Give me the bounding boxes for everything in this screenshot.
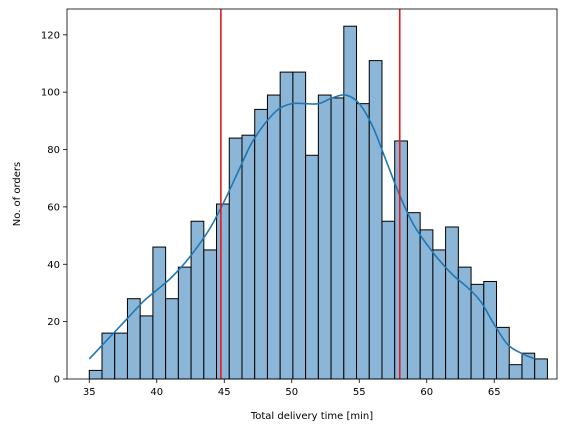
x-tick-label: 40	[150, 387, 163, 398]
histogram-bar	[139, 315, 154, 380]
x-tick-label: 50	[285, 387, 298, 398]
histogram-bar	[483, 280, 498, 380]
histogram-bar	[165, 298, 179, 380]
y-axis-label: No. of orders	[12, 162, 23, 226]
histogram-bar	[152, 246, 167, 380]
histogram-bar	[254, 108, 268, 380]
histogram-bar	[190, 220, 205, 380]
histogram-bar	[292, 71, 307, 380]
histogram-bar	[241, 134, 256, 380]
histogram-bar	[305, 154, 319, 380]
histogram-bar	[114, 332, 128, 380]
histogram-bar	[381, 220, 396, 380]
histogram-bar	[406, 212, 421, 380]
histogram-bar	[356, 103, 370, 380]
histogram-bars	[88, 25, 548, 380]
histogram-bar	[88, 369, 103, 380]
histogram-bar	[508, 364, 523, 380]
histogram-bar	[534, 358, 548, 380]
x-tick-label: 65	[488, 387, 501, 398]
histogram-bar	[203, 249, 218, 380]
histogram-bar	[228, 137, 243, 380]
x-tick-label: 60	[420, 387, 433, 398]
y-tick-label: 40	[47, 260, 60, 271]
histogram-bar	[317, 94, 332, 380]
plot-frame	[66, 8, 558, 380]
histogram-bar	[343, 25, 358, 380]
histogram-bar	[330, 97, 345, 380]
x-axis-ticks: 35 40 45 50 55 60 65	[83, 379, 501, 398]
histogram-bar	[419, 229, 434, 380]
y-tick-label: 60	[47, 202, 60, 213]
histogram-bar	[445, 226, 459, 380]
y-tick-label: 0	[54, 375, 60, 386]
histogram-bar	[216, 203, 230, 380]
x-tick-label: 55	[353, 387, 366, 398]
y-tick-label: 100	[41, 88, 60, 99]
vertical-lines	[220, 9, 401, 379]
y-tick-label: 120	[41, 30, 60, 41]
histogram-bar	[496, 326, 510, 380]
x-axis-label: Total delivery time [min]	[250, 411, 373, 422]
kde-line	[88, 94, 536, 360]
kde-curve-group	[88, 94, 536, 360]
y-tick-label: 20	[47, 317, 60, 328]
histogram-bar	[266, 94, 281, 380]
histogram-bar	[279, 71, 294, 380]
x-tick-label: 35	[83, 387, 96, 398]
y-tick-label: 80	[47, 145, 60, 156]
y-axis-ticks: 0 20 40 60 80 100 120	[41, 30, 67, 386]
histogram-bar	[368, 60, 383, 380]
histogram-bar	[432, 249, 447, 380]
histogram-bar	[101, 332, 116, 380]
x-tick-label: 45	[218, 387, 231, 398]
histogram-bar	[394, 140, 408, 380]
histogram-bar	[177, 266, 192, 380]
